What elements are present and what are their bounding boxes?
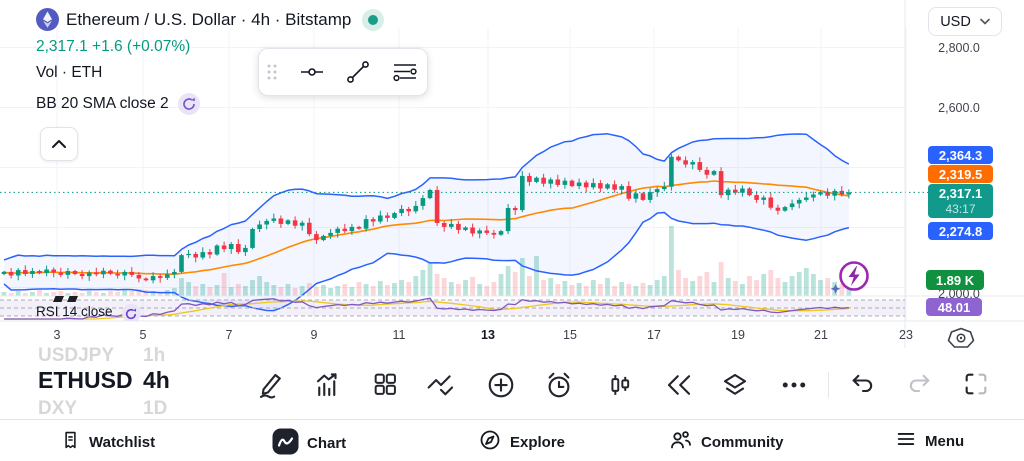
- wheel-interval: 1h: [143, 345, 166, 366]
- rsi-value-badge: 48.01: [926, 298, 982, 316]
- price-axis-label-2800[interactable]: 2,800.0: [938, 41, 980, 55]
- layout-grid-icon[interactable]: [371, 370, 399, 403]
- undo-icon[interactable]: [849, 370, 877, 403]
- bb-upper-badge: 2,364.3: [928, 146, 993, 164]
- wheel-symbol: USDJPY: [38, 345, 115, 366]
- time-tick: 11: [392, 328, 406, 342]
- time-tick: 5: [139, 328, 147, 342]
- bar-style-icon[interactable]: [606, 370, 634, 405]
- pane-visibility-icon[interactable]: [946, 326, 976, 355]
- floating-draw-toolbar: [258, 48, 428, 96]
- time-tick: 21: [814, 328, 828, 342]
- layers-icon[interactable]: [719, 370, 751, 405]
- time-tick: 13: [481, 328, 495, 342]
- price-change: +1.6 (+0.07%): [92, 38, 191, 55]
- toolbar-divider: [828, 372, 829, 398]
- bb-indicator-legend[interactable]: BB 20 SMA close 2: [36, 93, 200, 115]
- nav-item-watchlist[interactable]: Watchlist: [60, 428, 155, 456]
- bb-basis-badge: 2,319.5: [928, 165, 993, 183]
- wheel-interval: 4h: [143, 367, 170, 393]
- explore-icon: [478, 428, 502, 456]
- time-tick: 9: [310, 328, 318, 342]
- nav-item-explore[interactable]: Explore: [478, 428, 565, 456]
- time-tick: 3: [53, 328, 61, 342]
- collapse-legend-button[interactable]: [40, 127, 78, 161]
- price-change-row: 2,317.1 +1.6 (+0.07%): [36, 38, 190, 56]
- alerts-icon[interactable]: [544, 370, 574, 405]
- rsi-sync-icon[interactable]: [121, 304, 141, 321]
- more-icon[interactable]: [779, 370, 809, 405]
- add-icon[interactable]: [486, 370, 516, 405]
- indicators-icon[interactable]: [313, 370, 343, 405]
- ethereum-logo-icon: [36, 8, 59, 31]
- nav-label: Menu: [925, 432, 965, 450]
- wheel-symbol: ETHUSD: [38, 367, 133, 393]
- trend-line-tool-icon[interactable]: [343, 59, 373, 85]
- time-tick: 15: [563, 328, 577, 342]
- time-tick: 17: [647, 328, 661, 342]
- draw-icon[interactable]: [256, 370, 286, 405]
- nav-label: Community: [701, 433, 784, 451]
- compare-icon[interactable]: [425, 370, 457, 405]
- boost-lightning-icon[interactable]: [826, 256, 874, 307]
- bottom-nav-bar: Watchlist Chart Explore Community Menu: [0, 419, 1024, 461]
- wheel-interval: 1D: [143, 398, 168, 419]
- nav-label: Watchlist: [89, 433, 156, 451]
- currency-selector[interactable]: USD: [928, 7, 1002, 36]
- menu-icon: [895, 428, 917, 454]
- watchlist-icon: [60, 428, 81, 456]
- drag-handle-icon[interactable]: [265, 61, 279, 83]
- bb-lower-badge: 2,274.8: [928, 222, 993, 240]
- fullscreen-icon[interactable]: [962, 370, 990, 403]
- nav-item-menu[interactable]: Menu: [895, 428, 964, 454]
- chevron-down-icon: [980, 18, 990, 25]
- rsi-indicator-label: RSI 14 close: [36, 304, 113, 319]
- wheel-symbol: DXY: [38, 398, 78, 419]
- redo-icon[interactable]: [905, 370, 933, 403]
- nav-item-community[interactable]: Community: [668, 428, 784, 456]
- bb-indicator-label: BB 20 SMA close 2: [36, 95, 169, 112]
- bar-countdown: 43:17: [945, 201, 976, 216]
- market-open-icon: [362, 8, 385, 31]
- price-axis-label-2000: 2,000.0: [938, 287, 980, 301]
- time-tick: 7: [225, 328, 233, 342]
- indicator-sync-icon[interactable]: [177, 93, 200, 115]
- chart-icon: [272, 428, 299, 459]
- currency-label: USD: [940, 13, 971, 30]
- last-price-badge: 2,317.1 43:17: [928, 184, 993, 218]
- horizontal-line-tool-icon[interactable]: [297, 59, 327, 85]
- community-icon: [668, 428, 693, 456]
- time-tick: 19: [731, 328, 745, 342]
- last-price: 2,317.1: [36, 38, 88, 55]
- rsi-indicator-legend[interactable]: RSI 14 close: [36, 304, 141, 321]
- time-tick: 23: [899, 328, 913, 342]
- price-axis-label-2600[interactable]: 2,600.0: [938, 101, 980, 115]
- wheel-item-usdjpy[interactable]: USDJPY 1h: [38, 345, 298, 367]
- wheel-item-ethusd-active[interactable]: ETHUSD 4h: [38, 367, 298, 394]
- nav-item-chart-active[interactable]: Chart: [272, 428, 346, 459]
- horizontal-ray-tool-icon[interactable]: [389, 59, 421, 85]
- replay-icon[interactable]: [664, 370, 694, 405]
- volume-value-badge: 1.89 K: [926, 270, 984, 290]
- nav-label: Explore: [510, 433, 566, 451]
- volume-legend[interactable]: Vol · ETH: [36, 64, 103, 81]
- wheel-item-dxy[interactable]: DXY 1D: [38, 398, 298, 420]
- nav-label: Chart: [307, 435, 347, 452]
- symbol-title: Ethereum / U.S. Dollar · 4h · Bitstamp: [66, 9, 352, 29]
- symbol-legend-row[interactable]: Ethereum / U.S. Dollar · 4h · Bitstamp: [36, 8, 385, 31]
